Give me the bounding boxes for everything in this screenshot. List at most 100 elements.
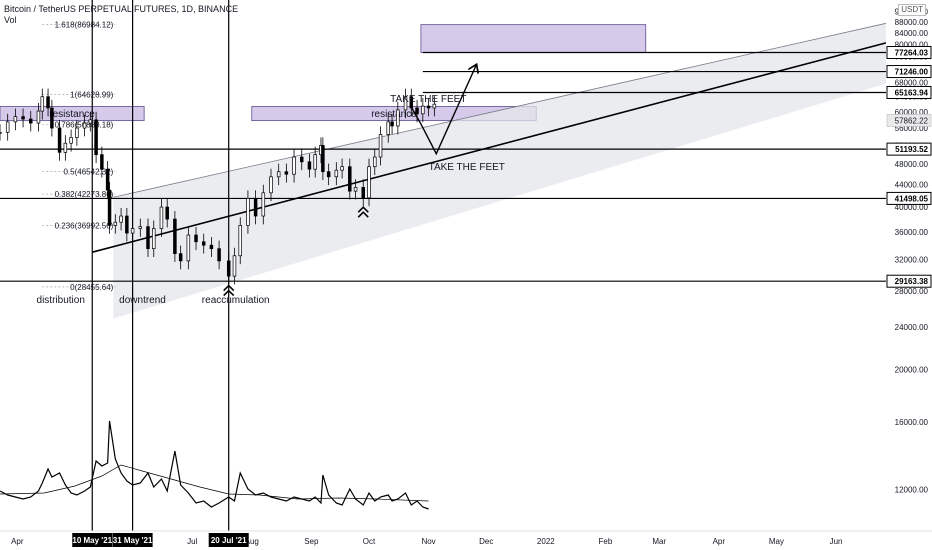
channel-lower-line — [113, 83, 887, 320]
date-marker-label: 31 May '21 — [113, 536, 153, 545]
fib-level-label: 0.5(46542.32) — [63, 167, 113, 176]
currency-badge[interactable]: USDT — [898, 4, 926, 16]
candle-body — [125, 215, 129, 234]
candle-body — [21, 116, 25, 120]
candle-body — [396, 109, 400, 127]
last-price-label: 57862.22 — [895, 116, 929, 125]
zone-box — [420, 24, 647, 53]
candle-body — [36, 110, 41, 124]
price-tick-label: 56000.00 — [895, 124, 929, 133]
chart-annotation: downtrend — [119, 295, 166, 306]
candle-body — [284, 171, 289, 175]
last-price-badge — [886, 114, 932, 127]
candle-body — [261, 192, 266, 217]
symbol-title: Bitcoin / TetherUS PERPETUAL FUTURES, 1D… — [4, 4, 239, 14]
candle-body — [432, 103, 437, 109]
candle-body — [217, 248, 221, 262]
chart-annotation: distribution — [37, 295, 85, 306]
price-tick-label: 32000.00 — [895, 255, 929, 264]
date-marker-label: 10 May '21 — [72, 536, 112, 545]
candle-body — [46, 96, 50, 109]
candle-body — [119, 215, 123, 223]
volume-indicator-label: Vol — [4, 15, 17, 25]
candle-body — [100, 154, 104, 170]
time-tick-label: May — [769, 537, 784, 546]
zone-label: resistance — [49, 109, 95, 120]
candle-body — [321, 145, 325, 173]
fib-level-label: 0.382(42273.86) — [55, 190, 114, 199]
candle-body — [269, 176, 273, 194]
candle-body — [5, 121, 10, 133]
chart-annotation: TAKE THE FEET — [390, 94, 466, 105]
candle-body — [201, 241, 206, 246]
candle-body — [386, 121, 390, 135]
candle-body — [50, 107, 54, 129]
candle-body — [421, 105, 425, 115]
candle-body — [113, 221, 118, 226]
candle-body — [138, 226, 143, 229]
candle-body — [378, 134, 383, 158]
price-level-badge — [886, 46, 932, 60]
double-chevron-up-icon — [357, 206, 369, 218]
price-tick-label: 88000.00 — [895, 18, 929, 27]
price-level-badge — [886, 274, 932, 288]
price-axis[interactable]: 12000.00 16000.00 20000.00 24000.00 28000.00… — [886, 0, 932, 531]
price-level-badge — [886, 191, 932, 205]
projection-arrow — [410, 64, 476, 156]
zone-box — [0, 106, 145, 122]
candle-body — [146, 226, 150, 250]
zone-label: resistance — [371, 109, 417, 120]
time-tick-label: Apr — [713, 537, 726, 546]
drawings-layer — [223, 64, 477, 297]
price-tick-label: 28000.00 — [895, 287, 929, 296]
candle-body — [426, 105, 431, 109]
price-level-label: 41498.05 — [895, 194, 929, 203]
price-level-label: 77264.03 — [895, 49, 929, 58]
candle-body — [82, 122, 87, 129]
fib-level-label: 0.236(36992.56) — [55, 221, 114, 230]
candle-body — [313, 154, 317, 170]
candle-body — [276, 171, 281, 178]
time-tick-label: Nov — [421, 537, 435, 546]
candle-body — [334, 169, 339, 178]
candle-body — [367, 166, 371, 199]
candle-body — [209, 244, 214, 250]
candle-body — [253, 198, 258, 217]
price-tick-label: 48000.00 — [895, 160, 929, 169]
candle-body — [186, 234, 191, 262]
candle-body — [353, 187, 358, 192]
chart-annotation: TAKE THE FEET — [429, 162, 505, 173]
candles-layer — [0, 88, 437, 285]
candle-body — [152, 228, 156, 250]
time-tick-label: Feb — [599, 537, 613, 546]
double-chevron-up-icon — [223, 284, 235, 297]
volume-ma-line — [0, 464, 429, 502]
price-tick-label: 68000.00 — [895, 78, 929, 87]
candle-body — [165, 206, 169, 220]
candle-body — [69, 137, 73, 144]
time-tick-label: 2022 — [537, 537, 555, 546]
date-marker-badge — [112, 533, 153, 547]
candle-body — [105, 168, 110, 191]
price-tick-label: 80000.00 — [895, 40, 929, 49]
time-tick-label: Jun — [830, 537, 843, 546]
time-tick-label: Oct — [363, 537, 376, 546]
price-level-label: 29163.38 — [895, 277, 929, 286]
candle-body — [75, 127, 79, 138]
price-tick-label: 20000.00 — [895, 366, 929, 375]
time-axis[interactable]: Apr Jun Jul Aug Sep Oct Nov Dec 2022 Feb Mar Apr May… — [0, 530, 932, 550]
candle-body — [246, 198, 250, 226]
price-level-label: 71246.00 — [895, 68, 929, 77]
date-marker-label: 20 Jul '21 — [211, 536, 247, 545]
time-tick-label: Dec — [479, 537, 493, 546]
candle-body — [299, 156, 304, 163]
candle-body — [88, 119, 93, 124]
price-tick-label: 44000.00 — [895, 181, 929, 190]
candle-body — [57, 127, 62, 153]
candle-body — [94, 119, 98, 156]
candle-body — [326, 171, 331, 178]
candle-body — [292, 156, 296, 175]
channel-fill — [113, 23, 886, 320]
candle-body — [232, 255, 237, 277]
